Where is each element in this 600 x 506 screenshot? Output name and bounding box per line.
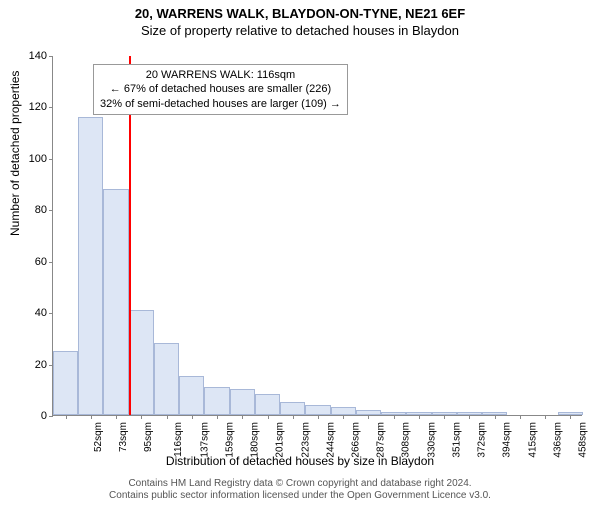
annotation-box: 20 WARRENS WALK: 116sqm← 67% of detached… <box>93 64 348 115</box>
histogram-bar <box>78 117 103 415</box>
x-tick-mark <box>343 415 344 419</box>
x-tick-mark <box>545 415 546 419</box>
chart-area: 02040608010012014052sqm73sqm95sqm116sqm1… <box>52 56 582 416</box>
x-tick-label: 415sqm <box>527 422 538 458</box>
y-tick-label: 80 <box>17 204 47 216</box>
x-tick-mark <box>368 415 369 419</box>
histogram-bar <box>154 343 179 415</box>
histogram-bar <box>305 405 330 415</box>
x-tick-mark <box>520 415 521 419</box>
x-axis-label: Distribution of detached houses by size … <box>0 454 600 468</box>
chart-title: 20, WARRENS WALK, BLAYDON-ON-TYNE, NE21 … <box>0 6 600 21</box>
y-tick-label: 40 <box>17 307 47 319</box>
y-tick-label: 60 <box>17 256 47 268</box>
x-tick-label: 372sqm <box>477 422 488 458</box>
x-tick-mark <box>293 415 294 419</box>
y-tick-mark <box>49 262 53 263</box>
annotation-line-1: 20 WARRENS WALK: 116sqm <box>100 68 341 82</box>
y-tick-label: 120 <box>17 101 47 113</box>
histogram-bar <box>204 387 229 415</box>
y-tick-mark <box>49 107 53 108</box>
x-tick-label: 137sqm <box>199 422 210 458</box>
y-tick-mark <box>49 416 53 417</box>
x-tick-mark <box>570 415 571 419</box>
annotation-line-3: 32% of semi-detached houses are larger (… <box>100 97 341 111</box>
histogram-bar <box>103 189 128 415</box>
x-tick-label: 458sqm <box>578 422 589 458</box>
x-tick-mark <box>192 415 193 419</box>
x-tick-mark <box>242 415 243 419</box>
x-tick-mark <box>167 415 168 419</box>
y-tick-mark <box>49 159 53 160</box>
chart-subtitle: Size of property relative to detached ho… <box>0 23 600 38</box>
y-tick-mark <box>49 313 53 314</box>
y-tick-label: 20 <box>17 359 47 371</box>
histogram-bar <box>280 402 305 415</box>
x-tick-label: 308sqm <box>401 422 412 458</box>
x-tick-label: 73sqm <box>118 422 129 452</box>
x-tick-label: 394sqm <box>502 422 513 458</box>
footer-line-2: Contains public sector information licen… <box>0 490 600 502</box>
annotation-line-2: ← 67% of detached houses are smaller (22… <box>100 82 341 96</box>
histogram-bar <box>230 389 255 415</box>
y-tick-label: 0 <box>17 410 47 422</box>
plot-area: 02040608010012014052sqm73sqm95sqm116sqm1… <box>52 56 582 416</box>
histogram-bar <box>331 407 356 415</box>
histogram-bar <box>53 351 78 415</box>
x-tick-mark <box>444 415 445 419</box>
x-tick-mark <box>318 415 319 419</box>
footer-line-1: Contains HM Land Registry data © Crown c… <box>0 478 600 490</box>
x-tick-label: 244sqm <box>325 422 336 458</box>
x-tick-mark <box>217 415 218 419</box>
x-tick-label: 52sqm <box>93 422 104 452</box>
histogram-bar <box>179 376 204 415</box>
x-tick-mark <box>495 415 496 419</box>
x-tick-label: 116sqm <box>173 422 184 457</box>
x-tick-mark <box>469 415 470 419</box>
footer-attribution: Contains HM Land Registry data © Crown c… <box>0 478 600 502</box>
x-tick-label: 287sqm <box>376 422 387 458</box>
y-tick-label: 140 <box>17 50 47 62</box>
histogram-bar <box>129 310 154 415</box>
x-tick-mark <box>268 415 269 419</box>
x-tick-label: 95sqm <box>143 422 154 452</box>
x-tick-label: 201sqm <box>275 422 286 458</box>
x-tick-label: 180sqm <box>250 422 261 458</box>
x-tick-mark <box>141 415 142 419</box>
x-tick-label: 330sqm <box>426 422 437 458</box>
y-tick-mark <box>49 210 53 211</box>
x-tick-mark <box>66 415 67 419</box>
x-tick-label: 159sqm <box>224 422 235 458</box>
x-tick-mark <box>394 415 395 419</box>
histogram-bar <box>255 394 280 415</box>
y-tick-mark <box>49 56 53 57</box>
x-tick-label: 223sqm <box>300 422 311 458</box>
x-tick-label: 266sqm <box>351 422 362 458</box>
x-tick-label: 436sqm <box>552 422 563 458</box>
x-tick-label: 351sqm <box>452 422 463 458</box>
x-tick-mark <box>419 415 420 419</box>
x-tick-mark <box>91 415 92 419</box>
x-tick-mark <box>116 415 117 419</box>
y-tick-label: 100 <box>17 153 47 165</box>
